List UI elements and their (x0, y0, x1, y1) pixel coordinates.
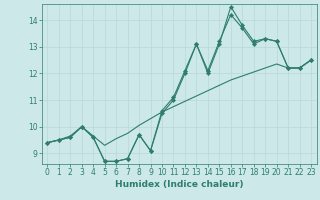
X-axis label: Humidex (Indice chaleur): Humidex (Indice chaleur) (115, 180, 244, 189)
